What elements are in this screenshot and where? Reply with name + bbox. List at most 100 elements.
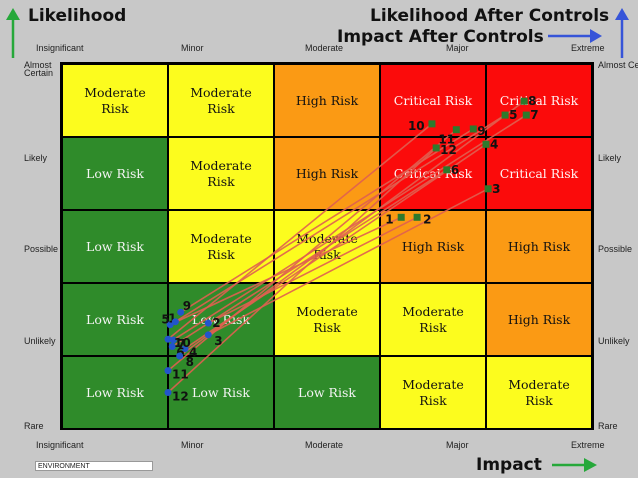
x-tick-top: Minor xyxy=(181,43,204,53)
risk-cell: High Risk xyxy=(380,210,486,283)
after-label: 3 xyxy=(214,334,222,348)
after-marker xyxy=(166,321,174,329)
before-label: 11 xyxy=(438,133,455,147)
risk-cell: Low Risk xyxy=(62,283,168,356)
impact-arrow-icon xyxy=(552,458,597,472)
y-tick-right: Rare xyxy=(598,421,618,431)
risk-cell-label: Low Risk xyxy=(86,384,144,400)
before-marker xyxy=(443,166,451,174)
after-label: 10 xyxy=(174,336,191,350)
x-tick-top: Insignificant xyxy=(36,43,84,53)
likelihood-header: Likelihood xyxy=(28,6,127,26)
y-tick-left: Almost Certain xyxy=(24,60,54,78)
before-marker xyxy=(522,111,530,119)
impact-after-controls-header: Impact After Controls xyxy=(337,27,544,47)
after-label: 11 xyxy=(172,368,189,382)
before-label: 9 xyxy=(477,124,485,138)
risk-link-line xyxy=(167,129,457,372)
after-marker xyxy=(164,335,172,343)
before-marker xyxy=(501,111,509,119)
risk-link-line xyxy=(167,123,433,340)
after-label: 9 xyxy=(183,299,191,313)
risk-cell: High Risk xyxy=(486,210,592,283)
after-label: 1 xyxy=(168,312,176,326)
impact-after-arrow-icon xyxy=(548,29,602,43)
risk-link-line xyxy=(167,147,437,394)
y-tick-left: Unlikely xyxy=(24,336,56,346)
risk-cell: Low Risk xyxy=(62,356,168,429)
before-marker xyxy=(428,120,436,128)
after-marker xyxy=(164,367,172,375)
after-marker xyxy=(171,318,179,326)
before-label: 3 xyxy=(492,182,500,196)
environment-label: ENVIRONMENT xyxy=(35,461,153,471)
before-label: 7 xyxy=(530,108,538,122)
before-label: 12 xyxy=(440,143,457,157)
risk-cell-label: High Risk xyxy=(507,238,571,254)
impact-header: Impact xyxy=(476,455,542,475)
risk-link-line xyxy=(171,169,448,348)
before-marker xyxy=(413,213,421,221)
y-tick-right: Unlikely xyxy=(598,336,630,346)
y-tick-left: Possible xyxy=(24,244,59,254)
risk-link-line xyxy=(207,216,418,324)
x-tick-top: Extreme xyxy=(571,43,605,53)
y-tick-right: Almost Certain xyxy=(598,60,638,70)
before-label: 1 xyxy=(385,212,393,226)
before-label: 2 xyxy=(423,212,431,226)
likelihood-after-arrow-icon xyxy=(615,8,629,58)
before-marker xyxy=(484,185,492,193)
risk-cell-label: Low Risk xyxy=(192,384,250,400)
after-marker xyxy=(204,331,212,339)
after-label: 7 xyxy=(177,337,185,351)
risk-cell-label: High Risk xyxy=(295,165,359,181)
after-marker xyxy=(164,389,172,396)
risk-link-line xyxy=(207,188,489,336)
risk-cell: Low Risk xyxy=(168,356,274,429)
risk-cell: High Risk xyxy=(486,283,592,356)
y-tick-left: Likely xyxy=(24,153,48,163)
after-marker xyxy=(176,352,184,360)
after-label: 8 xyxy=(186,355,194,369)
before-marker xyxy=(397,213,405,221)
before-marker xyxy=(432,144,440,152)
after-marker xyxy=(168,343,176,351)
risk-cell: High Risk xyxy=(274,64,380,137)
risk-cell-label: High Risk xyxy=(401,238,465,254)
before-label: 6 xyxy=(451,163,459,177)
after-marker xyxy=(204,319,212,327)
x-tick-bottom: Moderate xyxy=(305,440,344,450)
x-tick-bottom: Minor xyxy=(181,440,204,450)
likelihood-arrow-icon xyxy=(6,8,20,58)
x-tick-bottom: Extreme xyxy=(571,440,605,450)
y-tick-left: Rare xyxy=(24,421,44,431)
before-label: 4 xyxy=(490,137,498,151)
after-label: 5 xyxy=(161,313,169,327)
y-tick-right: Possible xyxy=(598,244,633,254)
after-marker xyxy=(181,345,189,353)
before-label: 8 xyxy=(528,94,536,108)
risk-cell: Critical Risk xyxy=(486,64,592,137)
x-tick-top: Moderate xyxy=(305,43,344,53)
x-tick-bottom: Major xyxy=(446,440,469,450)
risk-cell-label: Low Risk xyxy=(86,238,144,254)
after-label: 2 xyxy=(212,316,220,330)
risk-cell: Low Risk xyxy=(274,356,380,429)
risk-cell-label: Critical Risk xyxy=(499,165,579,181)
risk-cell: Critical Risk xyxy=(486,137,592,210)
